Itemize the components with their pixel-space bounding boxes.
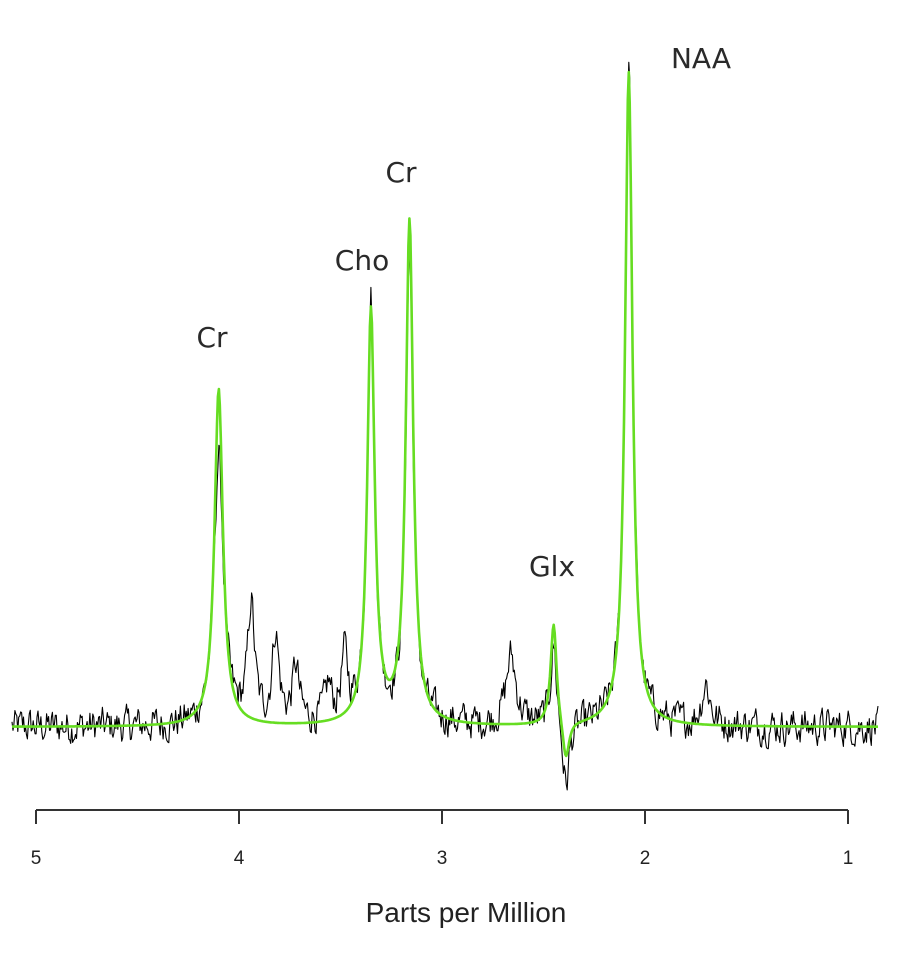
- x-axis-ticks: 5 4 3 2 1: [31, 810, 854, 869]
- x-tick-label: 1: [843, 848, 854, 869]
- x-tick-label: 2: [640, 848, 651, 869]
- peak-label-cr: Cr: [196, 321, 228, 354]
- x-axis-title: Parts per Million: [366, 897, 567, 928]
- peak-label-cho: Cho: [335, 244, 389, 277]
- peak-label-naa: NAA: [671, 42, 731, 75]
- measured-spectrum-line: [11, 61, 879, 791]
- peak-labels: Cr Cho Cr Glx NAA: [196, 42, 731, 583]
- x-tick-label: 5: [31, 848, 42, 869]
- peak-label-glx: Glx: [529, 550, 575, 583]
- x-tick-label: 4: [234, 848, 245, 869]
- series-layer: [11, 61, 879, 791]
- x-tick-label: 3: [437, 848, 448, 869]
- peak-label-cr: Cr: [385, 156, 417, 189]
- fitted-spectrum-line: [11, 70, 879, 758]
